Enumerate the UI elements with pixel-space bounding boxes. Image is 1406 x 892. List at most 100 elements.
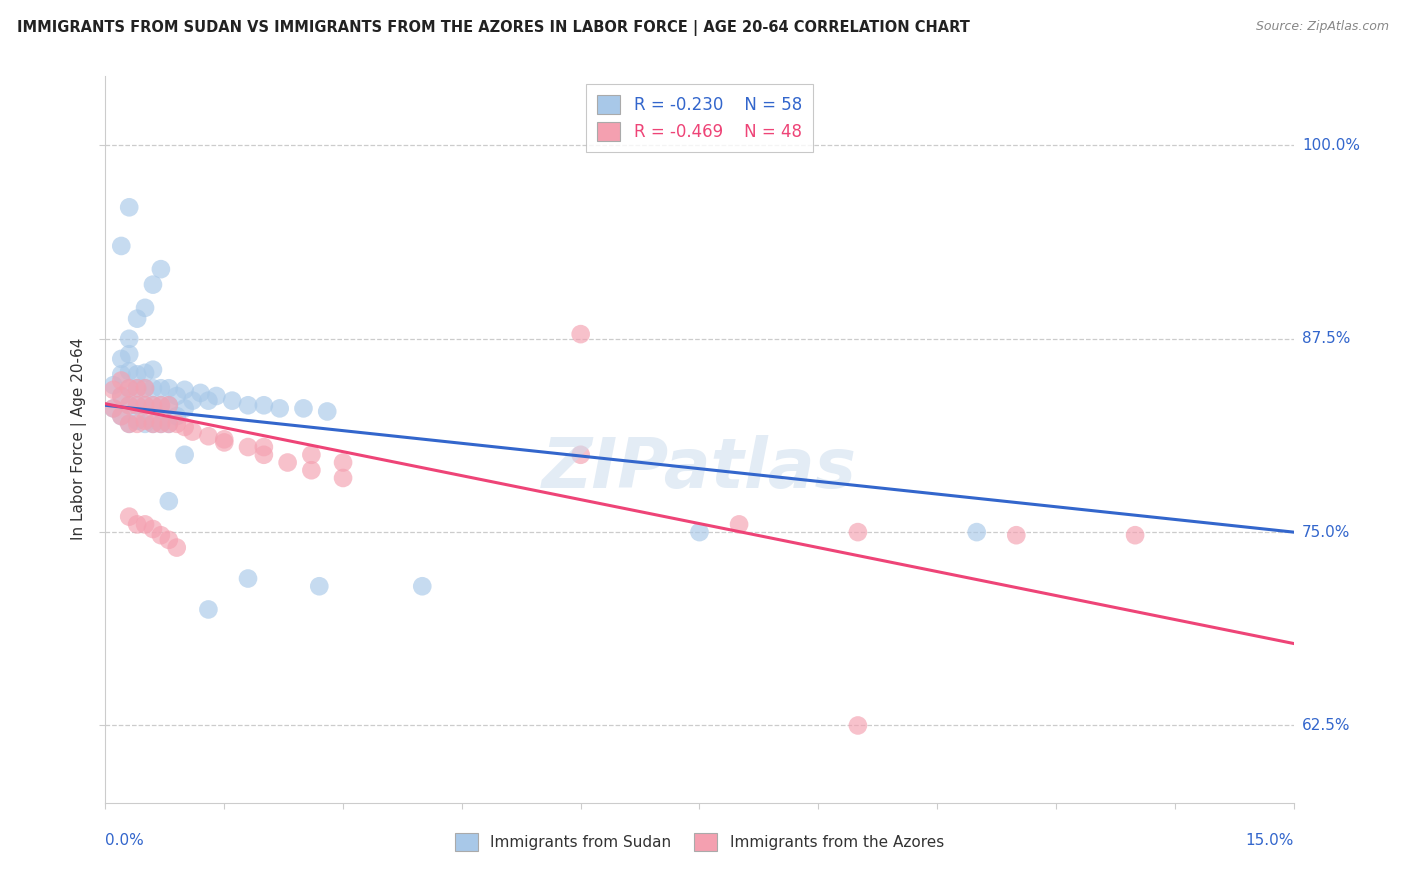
Point — [173, 401, 195, 416]
Point — [157, 381, 180, 395]
Point — [134, 366, 156, 380]
Point — [127, 311, 149, 326]
Point — [127, 414, 149, 428]
Point — [127, 381, 149, 395]
Point — [166, 409, 188, 423]
Point — [134, 398, 156, 412]
Point — [118, 200, 141, 214]
Point — [197, 429, 219, 443]
Point — [134, 414, 156, 428]
Point — [1005, 528, 1028, 542]
Y-axis label: In Labor Force | Age 20-64: In Labor Force | Age 20-64 — [70, 338, 87, 541]
Point — [110, 409, 132, 423]
Point — [205, 389, 228, 403]
Text: IMMIGRANTS FROM SUDAN VS IMMIGRANTS FROM THE AZORES IN LABOR FORCE | AGE 20-64 C: IMMIGRANTS FROM SUDAN VS IMMIGRANTS FROM… — [17, 20, 970, 36]
Point — [118, 417, 141, 431]
Point — [134, 301, 156, 315]
Point — [197, 393, 219, 408]
Point — [689, 525, 711, 540]
Point — [118, 509, 141, 524]
Point — [166, 417, 188, 431]
Point — [142, 522, 165, 536]
Point — [110, 351, 132, 366]
Point — [173, 448, 195, 462]
Point — [253, 398, 276, 412]
Point — [181, 393, 204, 408]
Text: 100.0%: 100.0% — [1302, 138, 1360, 153]
Point — [142, 417, 165, 431]
Point — [157, 398, 180, 412]
Point — [134, 398, 156, 412]
Point — [569, 327, 592, 342]
Point — [118, 332, 141, 346]
Point — [118, 398, 141, 412]
Point — [221, 393, 243, 408]
Legend: Immigrants from Sudan, Immigrants from the Azores: Immigrants from Sudan, Immigrants from t… — [449, 827, 950, 857]
Point — [214, 435, 236, 450]
Point — [142, 417, 165, 431]
Point — [236, 398, 259, 412]
Point — [173, 420, 195, 434]
Point — [118, 398, 141, 412]
Point — [332, 456, 354, 470]
Point — [332, 471, 354, 485]
Point — [173, 383, 195, 397]
Point — [134, 517, 156, 532]
Point — [157, 398, 180, 412]
Point — [236, 440, 259, 454]
Text: Source: ZipAtlas.com: Source: ZipAtlas.com — [1256, 20, 1389, 33]
Point — [846, 718, 869, 732]
Text: 0.0%: 0.0% — [105, 833, 145, 848]
Point — [110, 389, 132, 403]
Point — [846, 525, 869, 540]
Point — [103, 378, 125, 392]
Text: 62.5%: 62.5% — [1302, 718, 1350, 733]
Point — [142, 277, 165, 292]
Point — [569, 448, 592, 462]
Point — [149, 381, 172, 395]
Point — [149, 398, 172, 412]
Point — [103, 401, 125, 416]
Point — [157, 494, 180, 508]
Point — [134, 381, 156, 395]
Point — [269, 401, 291, 416]
Point — [110, 409, 132, 423]
Point — [149, 417, 172, 431]
Point — [277, 456, 299, 470]
Point — [966, 525, 988, 540]
Point — [118, 381, 141, 395]
Point — [127, 517, 149, 532]
Point — [110, 389, 132, 403]
Point — [190, 385, 212, 400]
Point — [127, 417, 149, 431]
Point — [149, 262, 172, 277]
Point — [316, 404, 339, 418]
Point — [127, 368, 149, 382]
Point — [166, 389, 188, 403]
Point — [127, 398, 149, 412]
Point — [110, 239, 132, 253]
Point — [157, 417, 180, 431]
Point — [110, 368, 132, 382]
Point — [127, 381, 149, 395]
Point — [127, 398, 149, 412]
Point — [134, 417, 156, 431]
Point — [142, 362, 165, 376]
Point — [197, 602, 219, 616]
Point — [1123, 528, 1146, 542]
Point — [299, 463, 322, 477]
Point — [253, 440, 276, 454]
Point — [253, 448, 276, 462]
Point — [214, 432, 236, 446]
Point — [157, 533, 180, 547]
Point — [308, 579, 330, 593]
Point — [728, 517, 751, 532]
Point — [166, 541, 188, 555]
Point — [149, 417, 172, 431]
Point — [142, 398, 165, 412]
Point — [142, 381, 165, 395]
Point — [299, 448, 322, 462]
Point — [292, 401, 315, 416]
Point — [411, 579, 433, 593]
Point — [103, 401, 125, 416]
